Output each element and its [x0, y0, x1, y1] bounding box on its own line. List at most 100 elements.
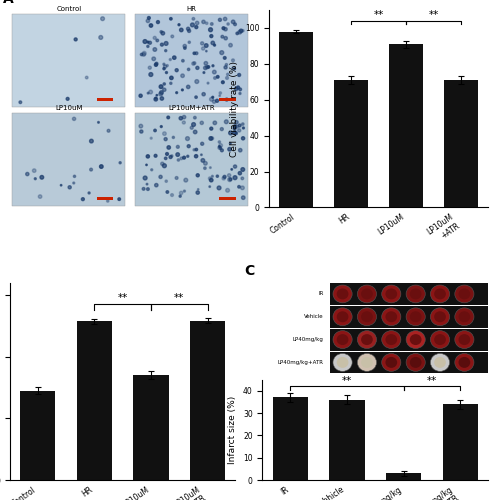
- Ellipse shape: [361, 288, 373, 300]
- Point: [231, 20, 239, 28]
- Point: [222, 34, 230, 42]
- Point: [199, 44, 207, 52]
- Point: [211, 74, 219, 82]
- Point: [183, 134, 191, 142]
- Point: [231, 124, 239, 132]
- Point: [140, 50, 148, 58]
- Point: [116, 158, 124, 166]
- Bar: [12, 14, 126, 107]
- Point: [159, 29, 167, 37]
- Point: [185, 66, 193, 74]
- Point: [208, 124, 215, 132]
- Bar: [190, 321, 225, 480]
- Point: [167, 153, 175, 161]
- Point: [30, 166, 38, 174]
- Point: [211, 68, 218, 76]
- Point: [173, 66, 180, 74]
- Point: [70, 115, 78, 123]
- Point: [201, 164, 209, 172]
- Point: [218, 146, 226, 154]
- Point: [158, 94, 166, 102]
- Ellipse shape: [458, 312, 470, 322]
- Point: [194, 172, 202, 179]
- Point: [168, 74, 176, 82]
- Point: [168, 32, 176, 40]
- Text: **: **: [427, 376, 437, 386]
- Ellipse shape: [406, 285, 425, 303]
- Point: [174, 150, 181, 158]
- Point: [194, 188, 202, 196]
- Point: [147, 22, 155, 30]
- Point: [143, 180, 151, 188]
- Point: [158, 160, 166, 168]
- Point: [163, 150, 171, 158]
- Point: [214, 73, 222, 81]
- Point: [163, 68, 171, 76]
- Ellipse shape: [333, 285, 352, 303]
- Point: [142, 161, 150, 169]
- Point: [207, 176, 215, 184]
- Point: [193, 64, 201, 72]
- Point: [83, 74, 91, 82]
- Point: [193, 50, 201, 58]
- Point: [174, 143, 182, 151]
- Point: [144, 89, 152, 97]
- Point: [85, 189, 93, 197]
- Point: [177, 189, 185, 197]
- Text: Vehicle: Vehicle: [304, 314, 323, 320]
- Point: [235, 71, 243, 79]
- Point: [218, 32, 226, 40]
- Point: [200, 18, 208, 26]
- Point: [203, 63, 211, 71]
- Point: [57, 181, 65, 189]
- Point: [240, 124, 247, 132]
- Point: [234, 84, 242, 92]
- Ellipse shape: [337, 334, 349, 345]
- Point: [99, 14, 106, 22]
- Text: Control: Control: [56, 6, 81, 12]
- Point: [171, 54, 178, 62]
- Point: [185, 38, 193, 46]
- Ellipse shape: [361, 312, 373, 322]
- Point: [231, 65, 239, 73]
- Point: [236, 122, 244, 130]
- Point: [203, 20, 211, 28]
- Text: A: A: [2, 0, 13, 6]
- Bar: [444, 80, 478, 208]
- Point: [178, 72, 186, 80]
- Point: [200, 68, 208, 76]
- Ellipse shape: [337, 288, 349, 300]
- Point: [208, 96, 215, 104]
- Point: [177, 26, 185, 34]
- Ellipse shape: [382, 330, 401, 348]
- Bar: [219, 196, 236, 200]
- Point: [224, 70, 232, 78]
- Point: [145, 14, 153, 22]
- Point: [140, 185, 147, 193]
- Point: [203, 47, 211, 55]
- Point: [236, 169, 244, 177]
- Point: [219, 24, 227, 32]
- Point: [216, 92, 224, 100]
- Point: [181, 44, 189, 52]
- Point: [188, 124, 196, 132]
- Point: [184, 152, 192, 160]
- Text: LP40mg/kg+ATR: LP40mg/kg+ATR: [278, 360, 323, 365]
- Ellipse shape: [361, 357, 373, 368]
- Point: [228, 166, 236, 173]
- Point: [202, 60, 210, 68]
- Bar: [20, 390, 55, 480]
- Point: [162, 40, 170, 48]
- Ellipse shape: [430, 330, 450, 348]
- Point: [225, 172, 233, 179]
- Point: [198, 151, 206, 159]
- Text: **: **: [117, 293, 128, 303]
- Point: [235, 126, 243, 134]
- Bar: [219, 98, 236, 101]
- Point: [175, 156, 182, 164]
- Point: [70, 179, 78, 187]
- Point: [208, 20, 216, 28]
- Point: [151, 126, 159, 134]
- Point: [167, 80, 175, 88]
- Y-axis label: Cell viability rate (%): Cell viability rate (%): [230, 60, 239, 156]
